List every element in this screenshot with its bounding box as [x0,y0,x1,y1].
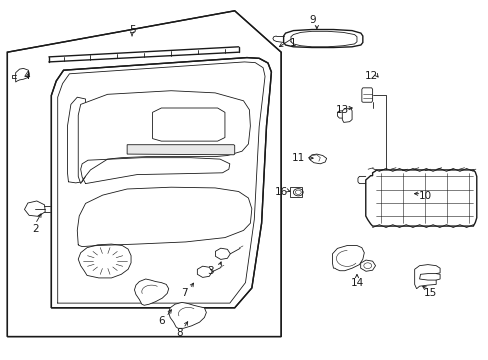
Polygon shape [7,11,281,337]
Polygon shape [414,265,439,289]
Polygon shape [342,109,351,122]
Polygon shape [361,88,372,102]
Polygon shape [127,145,234,155]
Text: 11: 11 [291,153,305,163]
Text: 1: 1 [289,38,296,48]
Text: 7: 7 [181,288,188,298]
Polygon shape [308,154,326,164]
Polygon shape [16,68,29,82]
Polygon shape [197,266,212,278]
Polygon shape [168,302,206,328]
Text: 12: 12 [364,71,378,81]
Text: 15: 15 [423,288,436,298]
Polygon shape [365,170,476,226]
Polygon shape [215,248,230,260]
Polygon shape [134,279,168,305]
Text: 13: 13 [335,105,348,115]
Text: 8: 8 [176,328,183,338]
Polygon shape [289,187,302,197]
Polygon shape [283,30,362,48]
Polygon shape [24,201,45,216]
Text: 2: 2 [32,224,39,234]
Text: 10: 10 [418,191,431,201]
Polygon shape [51,58,271,308]
Text: 14: 14 [349,278,363,288]
Text: 5: 5 [128,24,135,35]
Polygon shape [332,246,364,271]
Text: 6: 6 [158,316,164,326]
Text: 9: 9 [309,15,316,25]
Text: 16: 16 [274,186,287,197]
Polygon shape [78,91,250,184]
Text: 4: 4 [23,71,30,81]
Text: 3: 3 [206,266,213,276]
Polygon shape [360,260,375,271]
